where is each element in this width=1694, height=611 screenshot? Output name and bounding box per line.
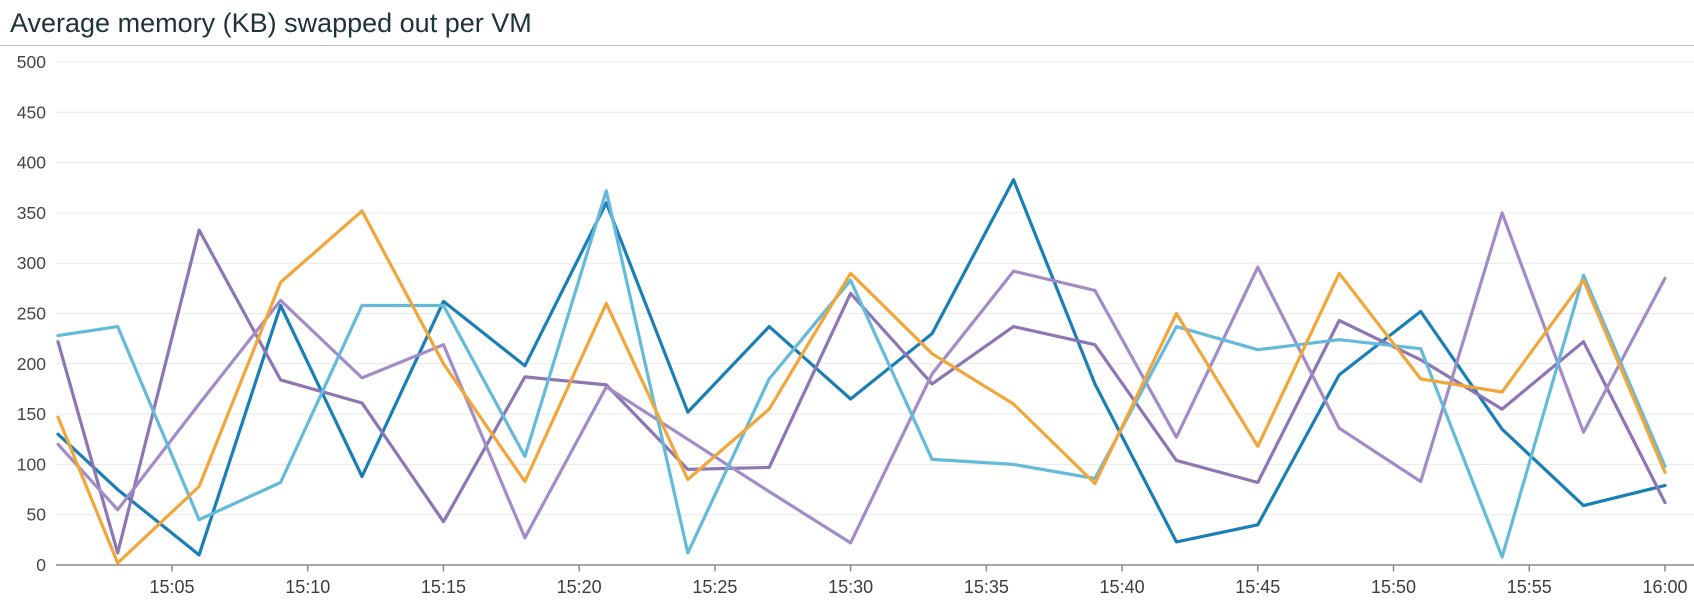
x-tick-label: 15:55 — [1507, 577, 1552, 597]
y-tick-label: 150 — [17, 404, 46, 424]
x-tick-label: 16:00 — [1642, 577, 1687, 597]
chart-title: Average memory (KB) swapped out per VM — [10, 8, 532, 38]
y-tick-label: 50 — [27, 505, 47, 525]
y-tick-label: 0 — [36, 555, 46, 575]
x-tick-label: 15:05 — [149, 577, 194, 597]
series-line-5 — [56, 209, 1667, 565]
y-tick-label: 100 — [17, 454, 46, 474]
y-tick-label: 500 — [17, 52, 46, 72]
series-line-1 — [56, 178, 1667, 557]
series-line-4 — [56, 189, 1667, 559]
y-tick-label: 200 — [17, 354, 46, 374]
y-tick-label: 250 — [17, 304, 46, 324]
x-tick-label: 15:15 — [421, 577, 466, 597]
series-line-3 — [56, 211, 1667, 545]
x-tick-label: 15:45 — [1235, 577, 1280, 597]
x-tick-label: 15:35 — [964, 577, 1009, 597]
y-tick-label: 450 — [17, 102, 46, 122]
x-tick-label: 15:10 — [285, 577, 330, 597]
x-tick-label: 15:50 — [1371, 577, 1416, 597]
x-tick-label: 15:40 — [1100, 577, 1145, 597]
x-tick-label: 15:30 — [828, 577, 873, 597]
x-tick-label: 15:25 — [692, 577, 737, 597]
y-tick-label: 400 — [17, 153, 46, 173]
y-tick-label: 300 — [17, 253, 46, 273]
x-tick-label: 15:20 — [557, 577, 602, 597]
y-tick-label: 350 — [17, 203, 46, 223]
title-divider: Average memory (KB) swapped out per VM — [0, 0, 1694, 46]
